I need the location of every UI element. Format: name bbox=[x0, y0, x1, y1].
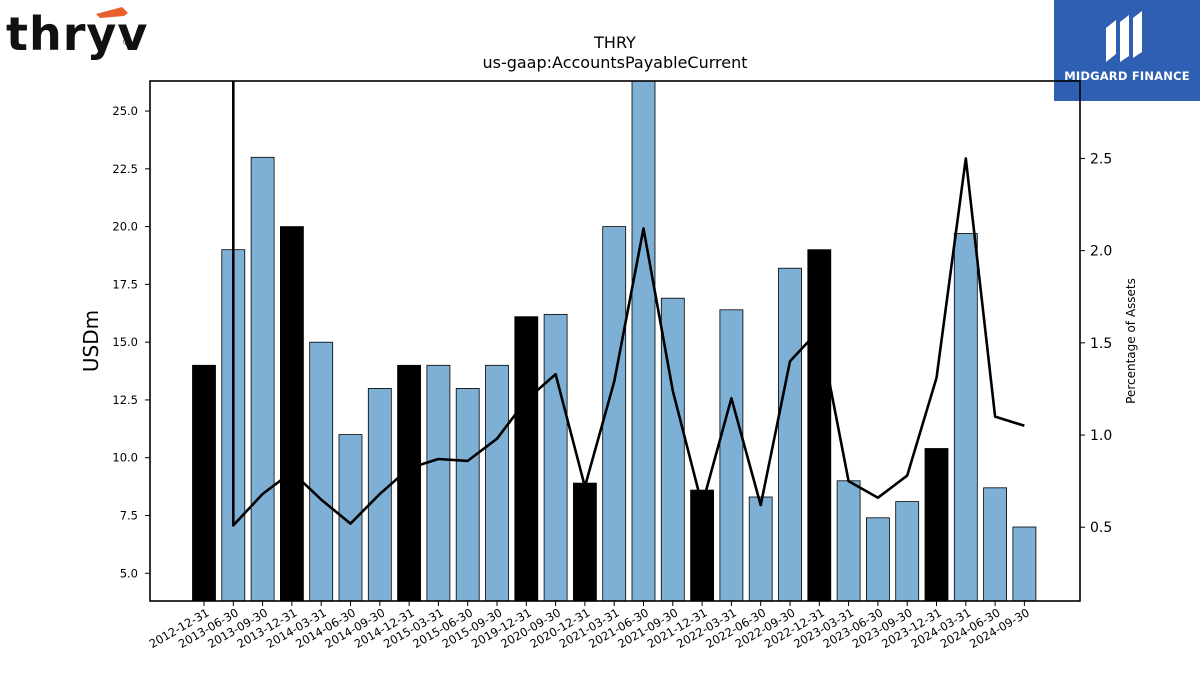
y-tick-label-6: 20.0 bbox=[112, 220, 138, 234]
chart-subtitle: us-gaap:AccountsPayableCurrent bbox=[482, 53, 747, 72]
bar-2024-09-30 bbox=[1012, 526, 1037, 602]
midgard-finance-logo-text: MIDGARD FINANCE bbox=[1064, 69, 1190, 83]
thryv-logo-registered: ® bbox=[122, 38, 131, 48]
y2-axis-label: Percentage of Assets bbox=[1124, 278, 1138, 404]
midgard-finance-logo: MIDGARD FINANCE bbox=[1054, 0, 1200, 101]
y2-tick-label-1: 1.0 bbox=[1090, 428, 1112, 444]
bar-2023-06-30 bbox=[866, 517, 890, 602]
x-axis: 2012-12-312013-06-302013-09-302013-12-31… bbox=[147, 601, 1032, 651]
y-tick-label-2: 10.0 bbox=[112, 451, 138, 465]
bar-2014-12-31 bbox=[397, 364, 422, 602]
bar-2020-09-30 bbox=[543, 313, 568, 602]
y-axis-label: USDm bbox=[79, 310, 103, 372]
y2-tick-label-0: 0.5 bbox=[1090, 520, 1112, 536]
bar-2020-12-31 bbox=[573, 482, 597, 602]
y-axis-left: 5.0 7.5 10.0 12.5 15.0 17.5 20.0 22.5 25.0 bbox=[112, 104, 150, 580]
bar-2023-03-31 bbox=[836, 480, 861, 602]
bar-2013-12-31 bbox=[279, 226, 304, 602]
bar-2015-06-30 bbox=[455, 387, 480, 602]
bar-2019-12-31 bbox=[514, 316, 539, 602]
bar-2023-12-31 bbox=[924, 448, 949, 602]
bar-2022-06-30 bbox=[748, 496, 773, 602]
y-tick-label-5: 17.5 bbox=[112, 277, 138, 291]
plot-frame bbox=[149, 80, 1081, 602]
thryv-logo-text: thryv bbox=[6, 7, 149, 61]
y-tick-label-3: 12.5 bbox=[112, 393, 138, 407]
bar-2014-03-31 bbox=[309, 341, 334, 602]
bar-2024-06-30 bbox=[983, 487, 1007, 602]
percentage-line-series bbox=[232, 81, 1025, 527]
bar-2022-03-31 bbox=[719, 309, 744, 602]
bar-2021-06-30 bbox=[631, 80, 656, 602]
bar-2015-09-30 bbox=[485, 364, 509, 602]
bar-2023-09-30 bbox=[895, 501, 920, 602]
bar-2013-09-30 bbox=[250, 156, 275, 602]
y-tick-label-4: 15.0 bbox=[112, 335, 138, 349]
thryv-logo-accent-icon bbox=[96, 7, 128, 18]
y-axis-right: 0.5 1.0 1.5 2.0 2.5 bbox=[1080, 151, 1112, 536]
y-tick-label-0: 5.0 bbox=[120, 566, 138, 580]
bar-2021-12-31 bbox=[690, 489, 714, 602]
y2-tick-label-2: 1.5 bbox=[1090, 336, 1112, 352]
y-tick-label-8: 25.0 bbox=[112, 104, 138, 118]
midgard-finance-emblem-icon bbox=[1106, 11, 1142, 62]
chart-title: THRY bbox=[593, 33, 636, 52]
y-tick-label-1: 7.5 bbox=[120, 508, 138, 522]
bar-series bbox=[192, 80, 1037, 602]
bar-2012-12-31 bbox=[192, 364, 216, 602]
y2-tick-label-4: 2.5 bbox=[1090, 151, 1112, 167]
bar-2022-09-30 bbox=[778, 267, 802, 602]
y2-tick-label-3: 2.0 bbox=[1090, 244, 1112, 260]
thryv-logo: thryv ® bbox=[4, 4, 147, 61]
bar-2015-03-31 bbox=[426, 364, 451, 602]
bar-2022-12-31 bbox=[807, 249, 832, 602]
bar-2024-03-31 bbox=[953, 233, 978, 602]
y-tick-label-7: 22.5 bbox=[112, 162, 138, 176]
